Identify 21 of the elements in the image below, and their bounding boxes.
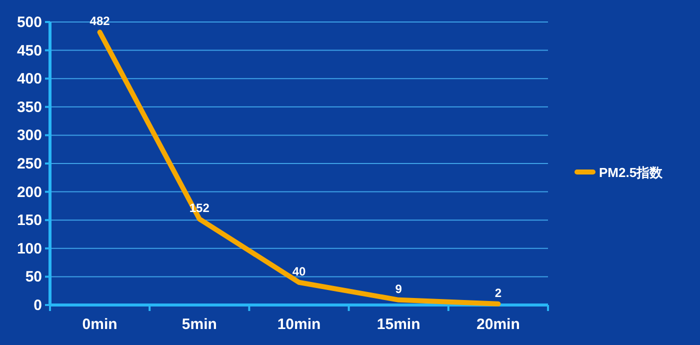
- data-label: 40: [292, 264, 306, 278]
- y-tick-label: 100: [16, 240, 42, 258]
- x-tick-label: 15min: [376, 316, 420, 333]
- data-label: 482: [90, 14, 110, 28]
- y-tick-label: 150: [16, 212, 42, 230]
- x-tick-label: 10min: [277, 316, 321, 333]
- data-label: 2: [494, 286, 502, 300]
- y-tick-label: 400: [16, 70, 42, 88]
- x-tick-label: 20min: [476, 316, 520, 333]
- y-tick-label: 0: [34, 297, 42, 314]
- y-tick-label: 200: [16, 184, 42, 201]
- data-label: 9: [395, 282, 402, 296]
- y-tick-label: 300: [16, 127, 42, 144]
- y-tick-label: 450: [16, 42, 42, 60]
- x-tick-label: 5min: [182, 316, 217, 333]
- y-tick-label: 250: [16, 156, 42, 172]
- y-tick-label: 50: [25, 268, 42, 286]
- legend-label: PM2.5指数: [599, 165, 664, 180]
- y-tick-label: 500: [16, 14, 42, 31]
- y-tick-label: 350: [16, 98, 42, 116]
- x-tick-label: 0min: [82, 316, 118, 333]
